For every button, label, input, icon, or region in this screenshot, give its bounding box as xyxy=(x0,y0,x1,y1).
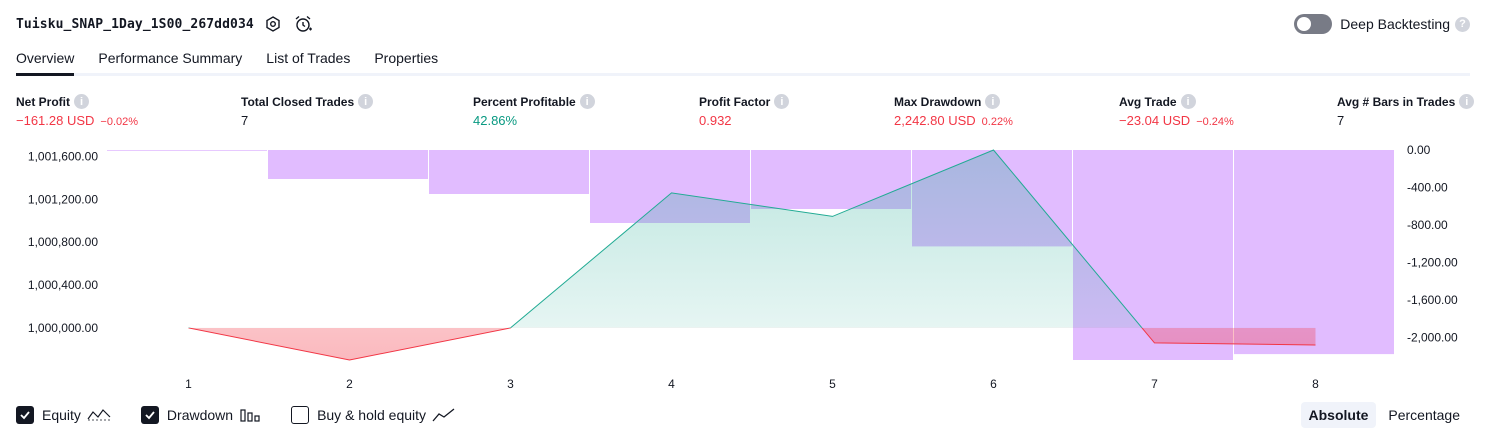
stat-value: 0.932 xyxy=(699,113,732,128)
tab-overview[interactable]: Overview xyxy=(16,44,75,76)
drawdown-bars-icon xyxy=(239,407,261,423)
stat-label: Max Drawdown xyxy=(894,94,982,109)
x-axis-tick-label: 5 xyxy=(829,377,836,391)
stat-sub-value: 0.22% xyxy=(981,116,1013,128)
chart-legend: Equity Drawdown Buy & hold equity xyxy=(16,404,486,426)
drawdown-bar xyxy=(268,150,428,179)
right-axis-labels: 0.00 -400.00 -800.00 -1,200.00 -1,600.00 -2,0… xyxy=(1407,143,1458,344)
info-icon[interactable]: i xyxy=(774,94,790,109)
x-axis-labels: 1 2 3 4 5 6 7 8 xyxy=(185,377,1319,391)
left-axis-tick-label: 1,001,200.00 xyxy=(28,192,98,206)
legend-label: Drawdown xyxy=(166,407,234,423)
deep-backtesting: Deep Backtesting ? xyxy=(1294,13,1470,35)
info-icon[interactable]: i xyxy=(358,94,374,109)
x-axis-tick-label: 2 xyxy=(346,377,353,391)
strategy-header: Tuisku_SNAP_1Day_1S00_267dd034 xyxy=(16,12,314,36)
stat-sub-value: −0.24% xyxy=(1196,116,1234,128)
drawdown-bar xyxy=(1234,150,1394,355)
help-icon[interactable]: ? xyxy=(1455,16,1470,32)
left-axis-tick-label: 1,000,400.00 xyxy=(28,278,98,292)
left-axis-tick-label: 1,001,600.00 xyxy=(28,149,98,163)
stat-total-closed-trades: Total Closed Trades i 7 xyxy=(241,94,374,128)
right-axis-tick-label: -1,600.00 xyxy=(1407,293,1458,307)
legend-drawdown[interactable]: Drawdown xyxy=(140,406,261,424)
deep-backtesting-toggle[interactable] xyxy=(1294,14,1333,34)
stat-max-drawdown: Max Drawdown i 2,242.80 USD 0.22% xyxy=(894,94,1013,128)
buy-hold-line-icon xyxy=(432,407,456,423)
left-axis-tick-label: 1,000,000.00 xyxy=(28,321,98,335)
stat-label: Profit Factor xyxy=(699,94,771,109)
legend-label: Buy & hold equity xyxy=(317,407,427,423)
info-icon[interactable]: i xyxy=(1180,94,1196,109)
mode-percentage-button[interactable]: Percentage xyxy=(1388,407,1460,423)
legend-buy-hold[interactable]: Buy & hold equity xyxy=(291,406,456,424)
stat-avg-bars-in-trades: Avg # Bars in Trades i 7 xyxy=(1337,94,1475,128)
deep-backtesting-label: Deep Backtesting xyxy=(1340,16,1450,32)
equity-checkbox[interactable] xyxy=(16,406,34,424)
x-axis-tick-label: 1 xyxy=(185,377,192,391)
x-axis-tick-label: 8 xyxy=(1312,377,1319,391)
equity-line xyxy=(188,149,1316,361)
legend-label: Equity xyxy=(42,407,81,423)
tab-list-of-trades[interactable]: List of Trades xyxy=(266,50,351,66)
equity-drawdown-chart: 1,000,000.00 1,000,400.00 1,000,800.00 1,00… xyxy=(28,143,1458,391)
stat-sub-value: −0.02% xyxy=(100,116,139,128)
stat-value: 7 xyxy=(241,113,249,128)
stat-value: −23.04 USD xyxy=(1119,113,1191,128)
tab-performance-summary[interactable]: Performance Summary xyxy=(98,50,243,66)
drawdown-bar xyxy=(429,150,589,194)
equity-line-icon xyxy=(87,407,111,423)
info-icon[interactable]: i xyxy=(74,94,89,109)
mode-absolute-button[interactable]: Absolute xyxy=(1300,402,1377,428)
stat-label: Total Closed Trades xyxy=(241,94,355,109)
right-axis-tick-label: -800.00 xyxy=(1407,218,1448,232)
buy-hold-checkbox[interactable] xyxy=(291,406,310,424)
right-axis-tick-label: -400.00 xyxy=(1407,181,1448,195)
stat-value: 2,242.80 USD xyxy=(894,113,976,128)
right-axis-tick-label: -2,000.00 xyxy=(1407,330,1458,344)
x-axis-tick-label: 7 xyxy=(1151,377,1158,391)
report-tabs: Overview Performance Summary List of Tra… xyxy=(16,44,1470,76)
drawdown-bar xyxy=(107,150,267,151)
info-icon[interactable]: i xyxy=(579,94,595,109)
equity-line-up xyxy=(188,149,1143,328)
stat-label: Net Profit xyxy=(16,94,70,109)
left-axis-tick-label: 1,000,800.00 xyxy=(28,235,98,249)
value-mode-switch: Absolute Percentage xyxy=(1297,402,1469,428)
strategy-title: Tuisku_SNAP_1Day_1S00_267dd034 xyxy=(16,16,254,32)
stat-value: −161.28 USD xyxy=(16,113,95,128)
tab-properties[interactable]: Properties xyxy=(374,50,439,66)
stats-row: Net Profit i −161.28 USD −0.02% Total Clos… xyxy=(16,94,1486,134)
right-axis-tick-label: -1,200.00 xyxy=(1407,255,1458,269)
stat-percent-profitable: Percent Profitable i 42.86% xyxy=(473,94,595,128)
x-axis-tick-label: 4 xyxy=(668,377,675,391)
settings-icon[interactable] xyxy=(262,13,284,35)
right-axis-tick-label: 0.00 xyxy=(1407,143,1431,157)
drawdown-checkbox[interactable] xyxy=(140,406,159,424)
info-icon[interactable]: i xyxy=(985,94,1001,109)
left-axis-labels: 1,000,000.00 1,000,400.00 1,000,800.00 1,00… xyxy=(28,149,98,335)
info-icon[interactable]: i xyxy=(1459,94,1475,109)
equity-line-down xyxy=(188,327,1316,361)
stat-net-profit: Net Profit i −161.28 USD −0.02% xyxy=(16,94,138,128)
stat-avg-trade: Avg Trade i −23.04 USD −0.24% xyxy=(1119,94,1234,128)
x-axis-tick-label: 3 xyxy=(507,377,514,391)
stat-label: Avg Trade xyxy=(1119,94,1177,109)
stat-value: 7 xyxy=(1337,113,1345,128)
equity-fill-up xyxy=(188,150,1316,328)
stat-profit-factor: Profit Factor i 0.932 xyxy=(699,94,790,128)
stat-label: Avg # Bars in Trades xyxy=(1337,94,1456,109)
stat-value: 42.86% xyxy=(473,113,518,128)
legend-equity[interactable]: Equity xyxy=(16,406,111,424)
alarm-clock-icon[interactable] xyxy=(292,13,314,35)
stat-label: Percent Profitable xyxy=(473,94,576,109)
x-axis-tick-label: 6 xyxy=(990,377,997,391)
